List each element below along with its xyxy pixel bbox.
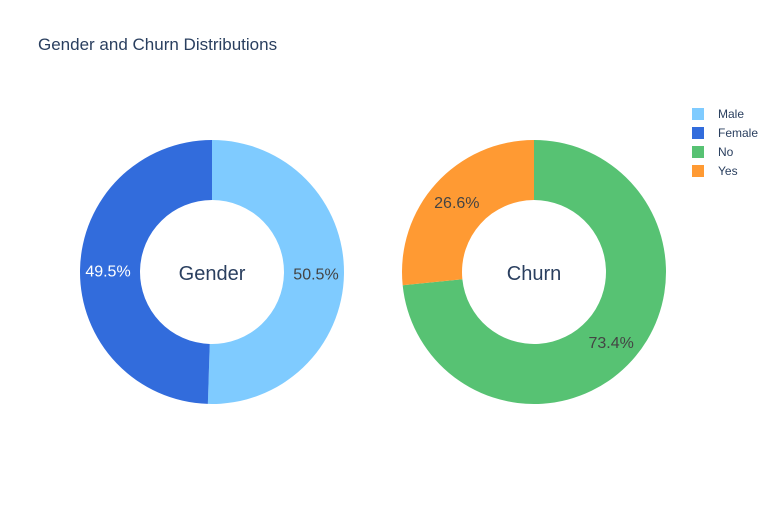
donut-charts: 50.5% 49.5% Gender 73.4% 26.6% Churn <box>79 140 666 405</box>
legend-label: Yes <box>718 164 738 178</box>
donut-gender: 50.5% 49.5% Gender <box>79 140 344 405</box>
legend: Male Female No Yes <box>692 107 758 178</box>
slice-label-yes: 26.6% <box>434 195 479 212</box>
legend-swatch <box>692 146 704 158</box>
slice-female[interactable] <box>79 140 212 404</box>
center-label-churn: Churn <box>507 263 561 285</box>
legend-item-male[interactable]: Male <box>692 107 744 121</box>
legend-swatch <box>692 165 704 177</box>
legend-item-female[interactable]: Female <box>692 126 758 140</box>
slice-label-no: 73.4% <box>588 335 633 352</box>
legend-label: No <box>718 145 734 159</box>
slice-label-male: 50.5% <box>293 267 338 284</box>
legend-label: Male <box>718 107 744 121</box>
slice-male[interactable] <box>207 140 344 405</box>
legend-label: Female <box>718 126 758 140</box>
chart-title: Gender and Churn Distributions <box>38 35 277 54</box>
center-label-gender: Gender <box>179 263 246 285</box>
legend-item-no[interactable]: No <box>692 145 734 159</box>
legend-swatch <box>692 127 704 139</box>
slice-label-female: 49.5% <box>85 263 130 280</box>
donut-churn: 73.4% 26.6% Churn <box>402 140 666 404</box>
slice-no[interactable] <box>402 140 666 404</box>
legend-swatch <box>692 108 704 120</box>
slice-yes[interactable] <box>402 140 534 286</box>
legend-item-yes[interactable]: Yes <box>692 164 738 178</box>
